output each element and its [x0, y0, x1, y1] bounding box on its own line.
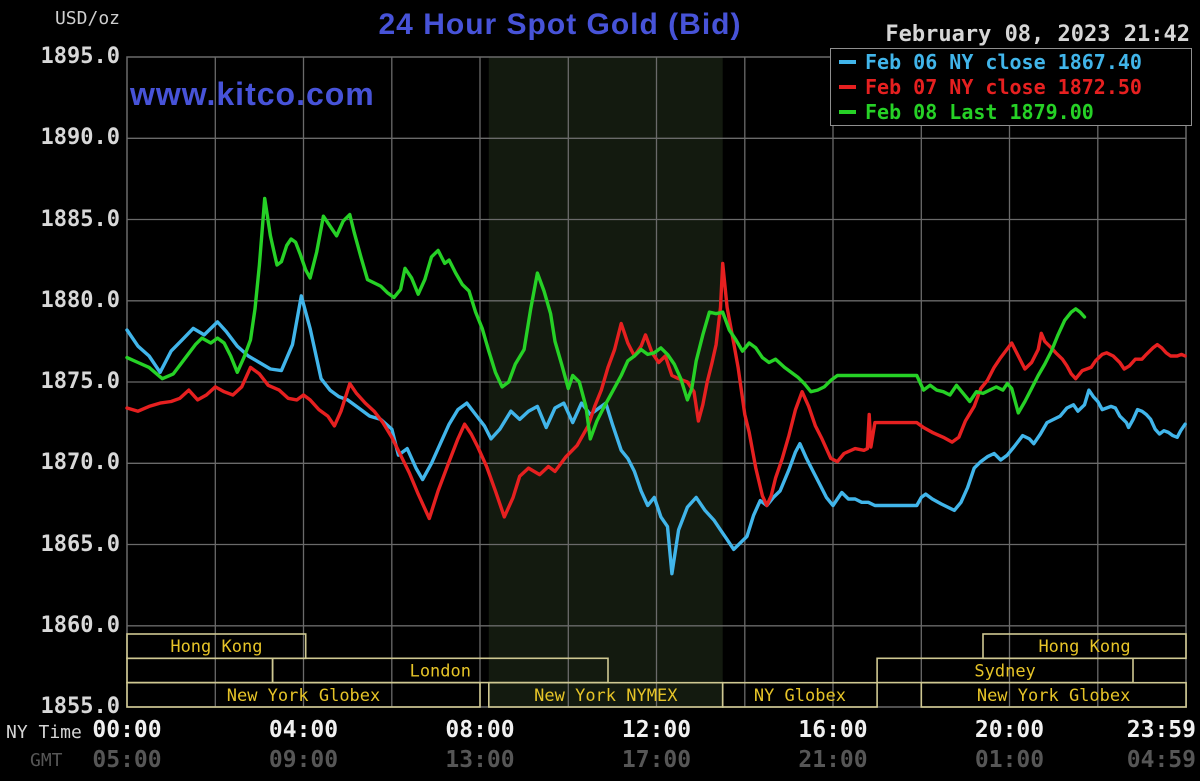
session-box — [721, 681, 878, 708]
gmt-tick-label: 17:00 — [621, 747, 692, 773]
session-label: New York Globex — [977, 686, 1131, 706]
legend-item: Feb 08 Last 1879.00 — [831, 100, 1191, 124]
legend-item-label: Feb 07 NY close 1872.50 — [865, 74, 1142, 99]
price-line-1 — [125, 261, 1187, 521]
ny-tick-label: 00:00 — [92, 717, 162, 743]
y-tick-label: 1890.0 — [40, 125, 120, 151]
session-label: Hong Kong — [170, 637, 262, 657]
session-label: Hong Kong — [1038, 637, 1130, 657]
gmt-tick-label: 01:00 — [974, 747, 1045, 773]
gmt-axis-label: GMT — [30, 750, 63, 771]
y-tick-label: 1855.0 — [40, 694, 120, 719]
y-tick-label: 1870.0 — [40, 450, 120, 476]
legend-dash-icon — [839, 60, 856, 65]
legend-item: Feb 07 NY close 1872.50 — [831, 75, 1191, 99]
gmt-tick-label: 04:59 — [1126, 747, 1196, 773]
kitco-watermark-link[interactable]: www.kitco.com — [130, 76, 375, 112]
legend-dash-icon — [839, 84, 856, 89]
session-box — [126, 657, 274, 684]
ny-tick-label: 04:00 — [268, 717, 339, 743]
legend-item-label: Feb 08 Last 1879.00 — [865, 99, 1094, 124]
gmt-tick-label: 09:00 — [268, 747, 339, 773]
y-tick-label: 1865.0 — [40, 531, 120, 557]
session-box — [920, 681, 1187, 708]
legend-item-label: Feb 06 NY close 1867.40 — [865, 50, 1142, 75]
session-label: New York NYMEX — [534, 686, 678, 706]
ny-time-axis-label: NY Time — [6, 722, 82, 743]
y-tick-label: 1880.0 — [40, 287, 120, 313]
y-tick-label: 1875.0 — [40, 369, 120, 394]
session-label: NY Globex — [754, 686, 846, 706]
session-label: London — [410, 662, 471, 682]
session-label: Sydney — [974, 662, 1035, 682]
y-tick-label: 1885.0 — [40, 206, 120, 232]
chart-datetime: February 08, 2023 21:42 — [885, 22, 1190, 47]
gmt-tick-label: 13:00 — [445, 747, 515, 773]
market-sessions: Hong Kong Hong Kong London Sydney New York G… — [126, 633, 1187, 708]
units-label: USD/oz — [54, 8, 120, 29]
legend-box: Feb 06 NY close 1867.40 Feb 07 NY close 1… — [830, 48, 1192, 126]
ny-tick-label: 23:59 — [1126, 717, 1196, 743]
gridlines — [127, 57, 1186, 707]
ny-tick-label: 16:00 — [798, 717, 868, 743]
legend-dash-icon — [839, 109, 856, 114]
ny-tick-label: 20:00 — [974, 717, 1045, 743]
session-box — [126, 681, 481, 708]
ny-tick-label: 12:00 — [621, 717, 692, 743]
session-label: New York Globex — [227, 686, 381, 706]
page-title: 24 Hour Spot Gold (Bid) — [378, 8, 742, 41]
gmt-tick-label: 21:00 — [798, 747, 868, 773]
price-line-0 — [125, 294, 1187, 576]
legend-item: Feb 06 NY close 1867.40 — [831, 50, 1191, 74]
y-tick-label: 1860.0 — [40, 612, 120, 638]
price-line-2 — [125, 196, 1087, 441]
gmt-tick-label: 05:00 — [92, 747, 162, 773]
y-tick-label: 1895.0 — [40, 44, 120, 69]
ny-tick-label: 08:00 — [445, 717, 515, 743]
